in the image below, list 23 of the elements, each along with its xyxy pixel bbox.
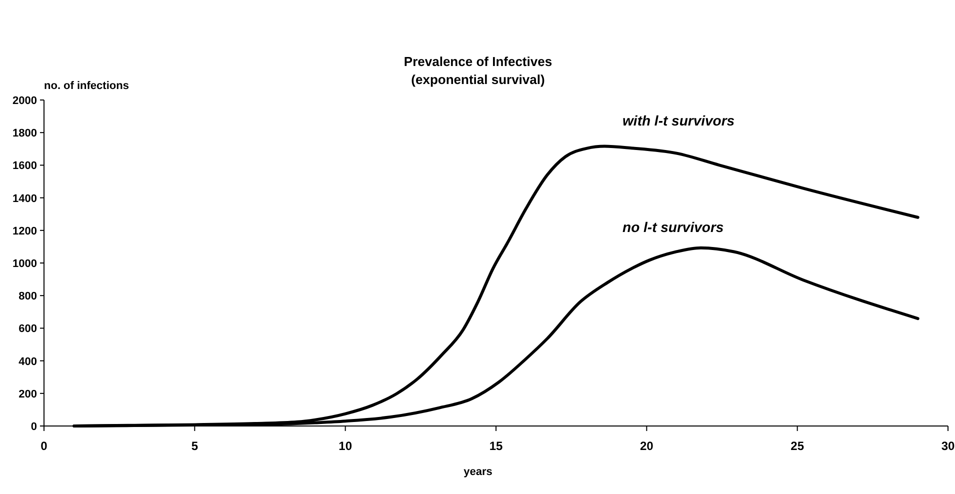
x-tick-label: 5	[191, 439, 198, 453]
x-axis-title: years	[464, 466, 492, 478]
x-tick-label: 15	[489, 439, 503, 453]
x-tick-label: 10	[338, 439, 352, 453]
y-tick-label: 1600	[12, 160, 37, 172]
y-tick-label: 800	[18, 290, 37, 303]
y-tick-label: 2000	[12, 95, 37, 107]
y-axis-title: no. of infections	[44, 80, 129, 92]
y-tick-label: 1000	[12, 258, 37, 270]
x-tick-label: 25	[790, 439, 804, 453]
x-tick-label: 20	[640, 439, 654, 453]
y-tick-label: 1200	[12, 225, 37, 238]
y-tick-label: 1400	[12, 192, 37, 205]
chart-title: Prevalence of Infectives (exponential survival)	[404, 54, 552, 87]
x-tick-label: 30	[941, 439, 955, 453]
y-tick-label: 0	[30, 421, 37, 433]
series-label: no l-t survivors	[622, 219, 724, 236]
series-label: with l-t survivors	[622, 112, 735, 128]
y-tick-label: 600	[18, 323, 37, 336]
y-tick-label: 1800	[12, 128, 37, 140]
x-tick-label: 0	[40, 439, 48, 453]
y-tick-label: 400	[18, 356, 37, 368]
y-tick-label: 200	[18, 388, 37, 400]
